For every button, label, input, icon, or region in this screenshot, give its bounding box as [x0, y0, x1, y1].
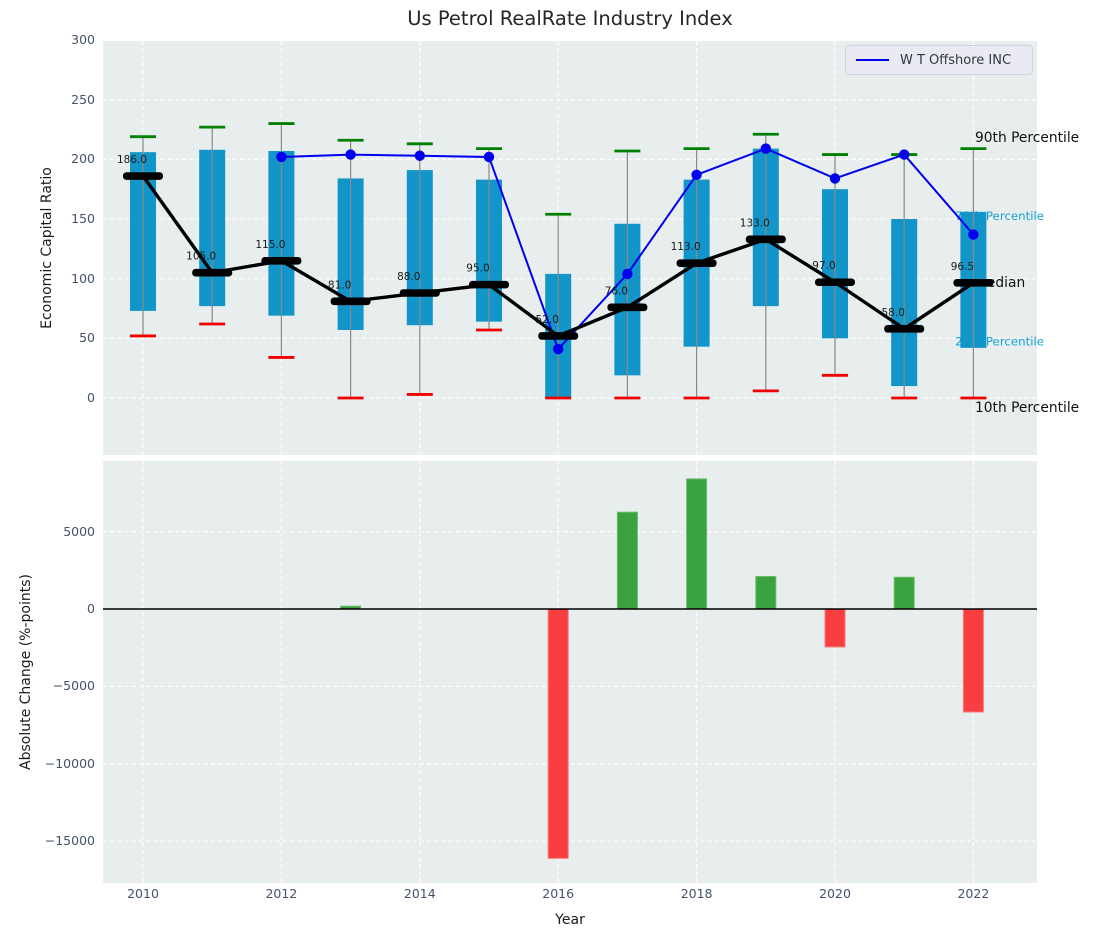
- median-value-label: 88.0: [397, 271, 420, 283]
- median-value-label: 96.5: [951, 261, 974, 273]
- wt-offshore-point: [345, 149, 356, 160]
- y-tick-label-top: 200: [71, 151, 95, 167]
- median-marker: [884, 324, 925, 333]
- y-tick-label-top: 300: [71, 32, 95, 47]
- x-tick-label: 2018: [680, 886, 713, 901]
- median-marker: [123, 172, 163, 180]
- median-value-label: 133.0: [740, 217, 770, 229]
- x-tick-label: 2012: [265, 886, 298, 901]
- y-tick-label-top: 0: [87, 390, 95, 405]
- wt-offshore-point: [622, 268, 633, 280]
- change-bar-negative: [547, 608, 569, 859]
- change-bar-positive: [616, 511, 638, 610]
- wt-offshore-point: [414, 150, 425, 161]
- x-tick-label: 2022: [957, 886, 990, 901]
- median-marker: [745, 235, 786, 244]
- median-value-label: 95.0: [466, 263, 489, 275]
- median-marker: [192, 268, 233, 277]
- legend-box: W T Offshore INC: [845, 45, 1033, 75]
- median-value-label: 105.0: [186, 251, 216, 263]
- bottom-chart-canvas: [103, 461, 1037, 883]
- x-tick-label: 2014: [403, 886, 436, 901]
- y-tick-label-bottom: −5000: [52, 678, 95, 694]
- median-value-label: 115.0: [255, 239, 285, 251]
- y-tick-label-bottom: 5000: [63, 523, 95, 539]
- change-bar-positive: [755, 575, 777, 610]
- wt-offshore-point: [553, 343, 564, 355]
- median-value-label: 97.0: [812, 260, 835, 272]
- median-marker: [676, 259, 717, 267]
- legend-label: W T Offshore INC: [900, 52, 1012, 68]
- bottom-chart-panel: [103, 461, 1037, 883]
- change-bar-negative: [824, 608, 846, 648]
- wt-offshore-point: [276, 151, 287, 163]
- median-marker: [815, 278, 855, 287]
- change-bar-positive: [893, 576, 915, 610]
- median-value-label: 52.0: [536, 314, 559, 326]
- y-tick-label-top: 250: [71, 91, 95, 107]
- x-tick-label: 2016: [542, 886, 575, 901]
- median-value-label: 81.0: [328, 279, 351, 291]
- wt-offshore-point: [899, 149, 910, 160]
- percentile-annotation: 10th Percentile: [975, 400, 1079, 416]
- median-marker: [538, 332, 579, 340]
- x-axis-label: Year: [555, 912, 585, 928]
- median-marker: [953, 279, 994, 287]
- x-tick-label: 2020: [819, 886, 851, 901]
- change-bar-positive: [686, 478, 708, 610]
- percentile-annotation: Median: [975, 275, 1025, 291]
- wt-offshore-point: [968, 229, 979, 240]
- legend-line-sample: [856, 59, 889, 61]
- median-marker: [261, 256, 302, 265]
- median-value-label: 186.0: [117, 154, 147, 166]
- median-value-label: 76.0: [605, 285, 628, 297]
- wt-offshore-point: [760, 143, 771, 154]
- y-tick-label-top: 50: [79, 330, 95, 346]
- percentile-annotation: 90th Percentile: [975, 130, 1079, 146]
- y-tick-label-top: 150: [71, 211, 95, 226]
- wt-offshore-point: [829, 173, 841, 184]
- median-value-label: 113.0: [671, 241, 701, 253]
- median-marker: [399, 289, 440, 297]
- median-value-label: 58.0: [882, 307, 905, 319]
- top-chart-panel: 90th Percentile 75th Percentile Median 25th…: [103, 41, 1079, 455]
- x-tick-label: 2010: [127, 886, 159, 901]
- y-axis-label-top: Economic Capital Ratio: [39, 167, 55, 329]
- median-marker: [469, 280, 509, 289]
- median-marker: [607, 303, 648, 312]
- median-marker: [330, 297, 371, 306]
- change-bar-negative: [962, 608, 984, 713]
- y-tick-label-bottom: −15000: [44, 833, 95, 849]
- y-tick-label-bottom: −10000: [44, 755, 95, 771]
- wt-offshore-point: [691, 169, 702, 181]
- y-tick-label-bottom: 0: [87, 601, 95, 616]
- chart-title: Us Petrol RealRate Industry Index: [407, 7, 733, 30]
- wt-offshore-point: [483, 151, 495, 163]
- y-tick-label-top: 100: [71, 270, 95, 286]
